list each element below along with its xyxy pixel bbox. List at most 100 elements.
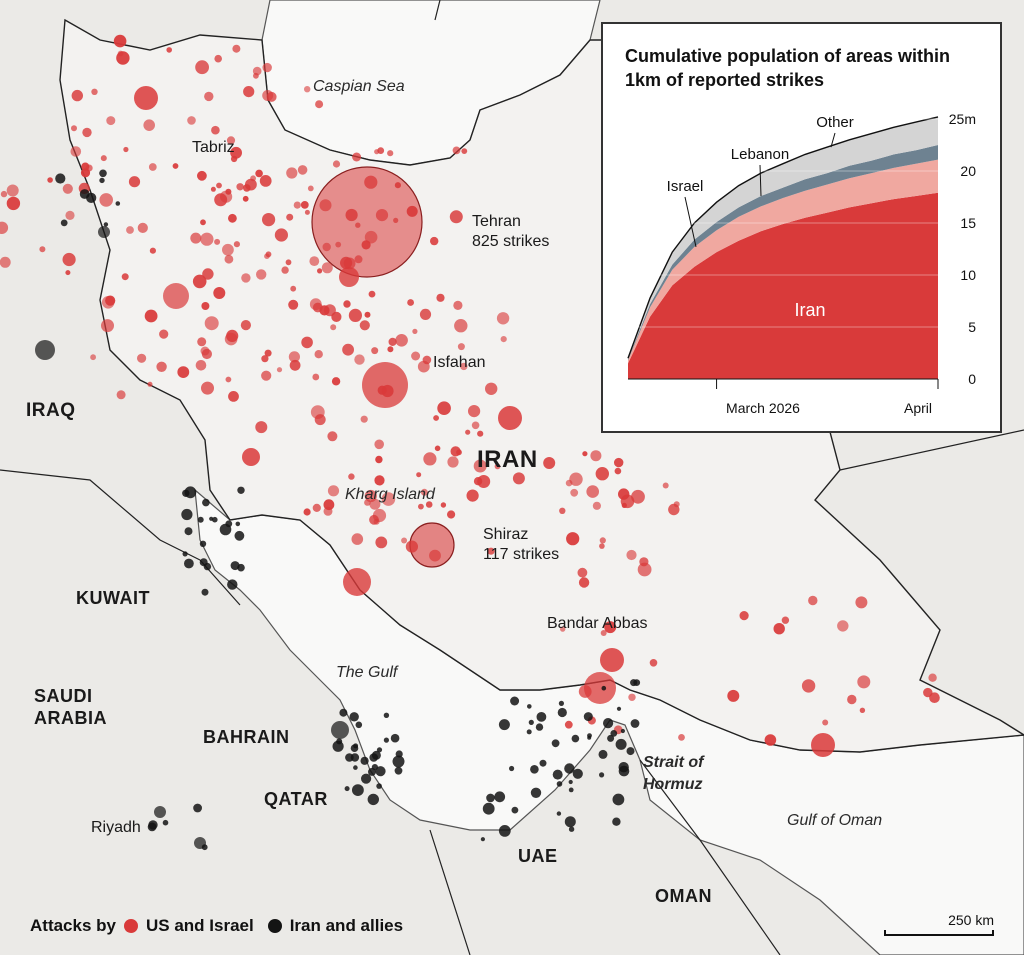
strike-dot-us-israel [425,501,433,508]
strike-dot-us-israel [0,221,9,234]
strike-dot-us-israel [352,152,362,162]
strike-dot-us-israel [200,346,210,356]
strike-dot-us-israel [412,328,418,334]
strike-dot-us-israel [101,319,114,333]
strike-dot-us-israel [274,228,288,242]
strike-dot-us-israel [281,266,289,274]
strike-dot-iran-allies [148,820,158,830]
strike-dot-iran-allies [360,756,369,765]
legend-iran-allies: Iran and allies [289,916,404,935]
strike-dot-us-israel [319,199,332,212]
strike-dot-us-israel [351,533,364,545]
strike-dot-us-israel [859,707,866,713]
strike-dot-us-israel [285,259,292,266]
strike-dot-us-israel [70,146,82,157]
strike-dot-iran-allies [193,803,203,813]
strike-dot-us-israel [156,361,167,372]
strike-dot-us-israel [166,47,172,53]
strike-dot-iran-allies [498,825,511,837]
strike-cluster-dot [498,406,522,430]
strike-dot-iran-allies [201,588,209,596]
strike-dot-us-israel [345,208,358,222]
strike-dot-us-israel [668,503,680,516]
strike-dot-us-israel [342,343,354,356]
strike-dot-us-israel [375,209,389,222]
strike-dot-us-israel [801,679,816,693]
strike-dot-us-israel [388,337,397,346]
strike-dot-us-israel [348,308,362,322]
strike-dot-iran-allies [530,765,539,774]
strike-dot-us-israel [327,431,338,442]
label-tehran-strikes: 825 strikes [472,233,550,250]
strike-dot-us-israel [639,557,649,567]
strike-dot-iran-allies [630,679,638,687]
strike-dot-us-israel [321,262,333,274]
strike-dot-iran-allies [182,551,188,557]
strike-dot-us-israel [621,502,627,508]
strike-dot-iran-allies [552,769,563,780]
strike-dot-us-israel [395,334,408,347]
strike-dot-us-israel [105,295,116,306]
strike-dot-iran-allies [494,791,506,803]
label-oman: OMAN [655,886,712,906]
strike-dot-iran-allies [568,826,575,832]
strike-dot-us-israel [649,659,658,667]
strike-dot-us-israel [457,343,465,351]
strike-dot-us-israel [433,415,439,421]
strike-dot-us-israel [232,44,241,53]
strike-dot-iran-allies [528,719,534,726]
strike-dot-us-israel [394,182,401,189]
strike-dot-us-israel [312,373,320,381]
strike-dot-iran-allies [539,759,547,767]
strike-dot-us-israel [364,489,377,503]
strike-dot-us-israel [928,673,937,682]
strike-dot-iran-allies [79,189,90,199]
strike-dot-us-israel [317,268,323,274]
strike-dot-us-israel [773,623,785,635]
strike-dot-us-israel [418,503,424,510]
strike-dot-us-israel [604,621,617,634]
label-hormuz: Hormuz [643,776,703,793]
strike-dot-iran-allies [154,806,166,818]
strike-dot-us-israel [312,503,321,512]
strike-dot-us-israel [264,253,270,259]
area-lebanon [628,145,938,361]
strike-dot-us-israel [465,429,471,435]
strike-dot-us-israel [245,178,257,191]
y-tick-label: 20 [960,163,976,179]
strike-dot-us-israel [214,238,221,245]
strike-dot-us-israel [364,311,371,318]
strike-dot-iran-allies [482,802,495,815]
strike-dot-us-israel [226,329,239,342]
label-shiraz-strikes: 117 strikes [483,546,560,563]
strike-dot-iran-allies [551,739,560,748]
strike-dot-iran-allies [353,743,359,749]
strike-dot-iran-allies [557,707,567,718]
strike-dot-us-israel [450,446,461,457]
strike-cluster-dot [134,86,158,110]
strike-dot-us-israel [420,488,428,496]
strike-dot-us-israel [578,577,590,588]
strike-dot-iran-allies [556,781,563,787]
strike-dot-iran-allies [103,222,109,227]
strike-dot-us-israel [614,457,624,468]
series-label-other: Other [816,114,854,131]
strike-dot-iran-allies [55,173,66,184]
legend-iran-allies-dot [267,919,282,933]
strike-dot-us-israel [261,355,269,363]
strike-dot-us-israel [354,255,363,264]
strike-dot-us-israel [440,502,447,508]
strike-dot-iran-allies [392,755,405,768]
strike-dot-us-israel [147,381,153,387]
strike-dot-us-israel [65,270,71,276]
strike-dot-iran-allies [615,738,627,750]
strike-dot-us-israel [323,506,333,516]
strike-dot-us-israel [423,452,437,466]
strike-cluster-dot [311,166,423,278]
strike-dot-us-israel [374,439,385,450]
strike-dot-iran-allies [568,787,574,793]
strike-dot-iran-allies [620,728,626,734]
map-legend: Attacks by US and Israel Iran and allies [30,916,403,936]
strike-dot-us-israel [159,329,169,339]
strike-dot-us-israel [293,201,301,209]
